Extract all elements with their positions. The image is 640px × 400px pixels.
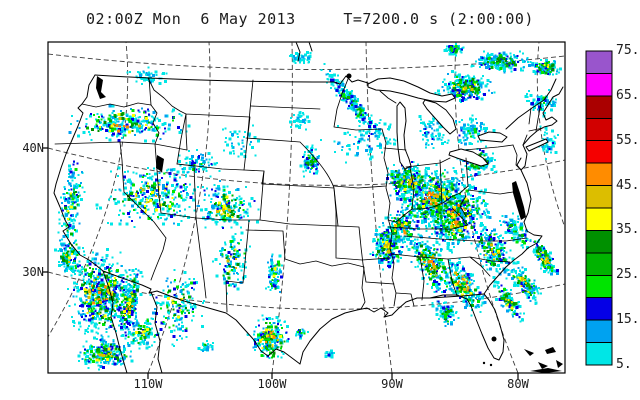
colorbar-swatch bbox=[585, 252, 613, 276]
florida-keys bbox=[482, 361, 486, 365]
gulf-of-california-coast bbox=[150, 291, 163, 373]
colorbar-swatch bbox=[585, 162, 613, 187]
lon-label-110w: 110W bbox=[133, 377, 163, 391]
florida-keys bbox=[489, 363, 493, 367]
lake-okeechobee bbox=[491, 336, 497, 342]
lat-label-30n: 30N bbox=[22, 265, 44, 279]
st-lawrence-border bbox=[505, 78, 557, 130]
long-island bbox=[525, 138, 549, 152]
delmarva-coast bbox=[520, 169, 532, 223]
colorbar-tick-label: 5. bbox=[616, 357, 632, 372]
chesapeake-bay bbox=[512, 181, 526, 220]
colorbar-swatch bbox=[585, 117, 613, 142]
new-england-coast bbox=[522, 86, 564, 146]
colorbar-swatch bbox=[585, 342, 613, 366]
lake-erie bbox=[448, 148, 489, 167]
colorbar-swatch bbox=[585, 207, 613, 231]
nj-delaware-coast bbox=[516, 144, 528, 171]
lat-label-40n: 40N bbox=[22, 141, 44, 155]
colorbar-swatch bbox=[585, 50, 613, 74]
lon-label-80w: 80W bbox=[507, 377, 529, 391]
axis-ticks bbox=[42, 147, 519, 379]
puget-sound bbox=[96, 76, 106, 99]
lake-of-the-woods bbox=[346, 73, 352, 79]
colorbar-swatch bbox=[585, 140, 613, 164]
lake-superior bbox=[367, 77, 456, 103]
bahamas-cuba-islands bbox=[524, 347, 563, 373]
colorbar-tick-label: 35. bbox=[616, 222, 640, 237]
colorbar-swatch bbox=[585, 95, 613, 119]
latlon-gridlines bbox=[48, 42, 565, 373]
radar-reflectivity-field bbox=[54, 43, 562, 371]
map-frame bbox=[47, 41, 566, 374]
great-salt-lake bbox=[156, 155, 164, 172]
colorbar-tick-label: 65. bbox=[616, 88, 640, 103]
manitoba-lakes bbox=[295, 42, 313, 62]
lon-label-90w: 90W bbox=[381, 377, 403, 391]
colorbar-tick-label: 25. bbox=[616, 267, 640, 282]
lake-ontario bbox=[477, 131, 508, 143]
colorbar-swatch bbox=[585, 229, 613, 254]
reflectivity-colorbar bbox=[585, 50, 613, 366]
colorbar-swatch bbox=[585, 297, 613, 321]
colorbar-swatch bbox=[585, 319, 613, 344]
lon-label-100w: 100W bbox=[257, 377, 287, 391]
colorbar-tick-label: 15. bbox=[616, 312, 640, 327]
florida-outline bbox=[429, 293, 505, 361]
colorbar-tick-label: 45. bbox=[616, 178, 640, 193]
lake-michigan bbox=[396, 101, 412, 170]
plot-title: 02:00Z Mon 6 May 2013 T=7200.0 s (2:00:0… bbox=[86, 10, 534, 28]
gulf-coastline bbox=[299, 297, 431, 365]
geography-outlines bbox=[53, 42, 564, 373]
lake-huron bbox=[422, 99, 457, 135]
colorbar-swatch bbox=[585, 72, 613, 97]
atlantic-coastline bbox=[483, 221, 543, 295]
colorbar-tick-label: 55. bbox=[616, 133, 640, 148]
mexico-border bbox=[102, 270, 301, 365]
colorbar-swatch bbox=[585, 274, 613, 299]
colorbar-tick-label: 75. bbox=[616, 43, 640, 58]
state-borders bbox=[54, 77, 544, 313]
pacific-coastline bbox=[53, 74, 104, 272]
baja-coastline bbox=[102, 270, 128, 373]
colorbar-swatch bbox=[585, 185, 613, 209]
